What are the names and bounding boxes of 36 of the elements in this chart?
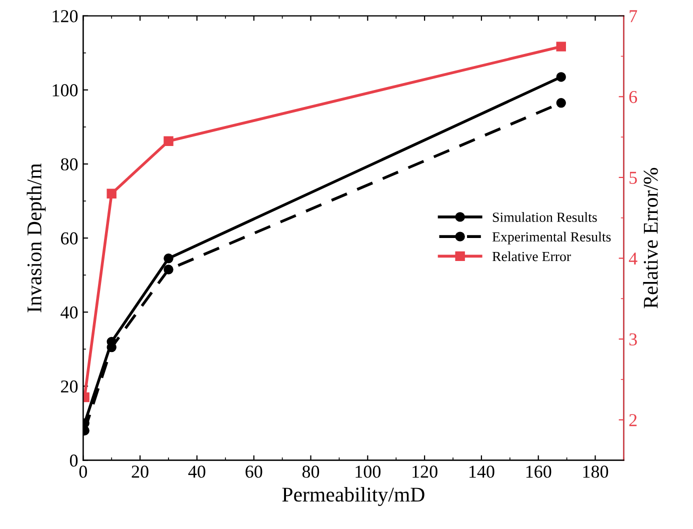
legend-label: Relative Error [492, 251, 571, 262]
y-tick-label: 80 [60, 158, 78, 170]
x-tick-label: 0 [79, 466, 87, 478]
x-axis-title: Permeability/mD [282, 487, 424, 506]
y-tick-label: 60 [61, 232, 78, 244]
y-tick-label: 40 [60, 306, 78, 319]
y2-tick-label: 4 [628, 252, 638, 265]
point [556, 98, 566, 108]
y2-tick-label: 7 [630, 10, 638, 22]
point [106, 188, 116, 198]
y-tick-label: 20 [61, 380, 78, 393]
y2-tick-label: 5 [630, 172, 637, 184]
y-axis-title: Invasion Depth/m [26, 163, 46, 312]
x-tick-label: 60 [246, 466, 262, 478]
y-tick-label: 0 [70, 454, 78, 467]
x-tick-label: 20 [132, 466, 148, 478]
x-tick-label: 100 [356, 466, 381, 478]
y-tick-label: 100 [52, 84, 78, 96]
legend-label: Simulation Results [492, 212, 597, 222]
y-tick-label: 120 [52, 10, 78, 22]
x-tick-label: 140 [470, 466, 494, 478]
point [164, 264, 174, 274]
point [556, 72, 566, 82]
point [556, 42, 566, 52]
y2-tick-label: 2 [629, 414, 637, 426]
x-tick-label: 80 [302, 466, 320, 478]
x-tick-label: 160 [526, 466, 552, 478]
x-tick-label: 120 [412, 466, 438, 478]
x-tick-label: 40 [188, 466, 206, 478]
y2-tick-label: 3 [629, 333, 637, 346]
point [164, 254, 174, 264]
point [164, 136, 174, 146]
legend-label: Experimental Results [492, 232, 611, 244]
x-tick-label: 180 [583, 466, 608, 478]
y2-tick-label: 6 [629, 90, 638, 104]
y2-axis-title: Relative Error/% [643, 168, 658, 308]
